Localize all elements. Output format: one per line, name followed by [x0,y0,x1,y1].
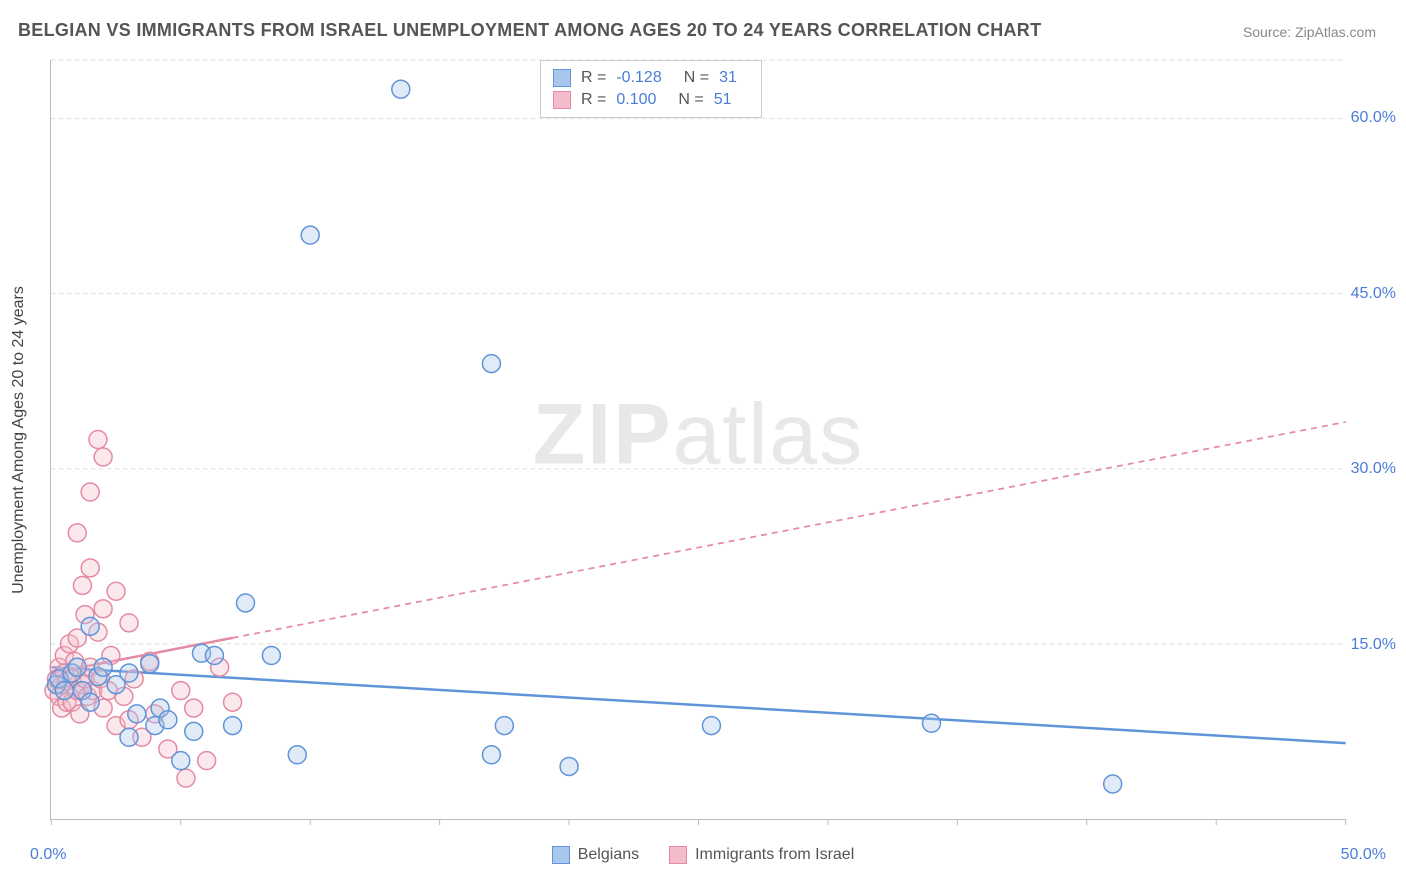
y-tick-label: 45.0% [1351,285,1396,303]
scatter-point [172,752,190,770]
r-value-0: -0.128 [616,69,661,87]
r-label: R = [581,69,606,87]
scatter-point [495,717,513,735]
y-tick-label: 15.0% [1351,636,1396,654]
n-label: N = [684,69,709,87]
legend-item: Immigrants from Israel [669,846,854,864]
legend-label-0: Belgians [578,846,639,864]
swatch-series-1 [553,91,571,109]
scatter-point [177,769,195,787]
scatter-point [301,226,319,244]
scatter-point [141,655,159,673]
scatter-point [128,705,146,723]
scatter-point [185,699,203,717]
scatter-point [224,693,242,711]
scatter-point [120,728,138,746]
scatter-point [68,658,86,676]
legend-row: R = -0.128 N = 31 [553,67,749,89]
series-legend: Belgians Immigrants from Israel [0,846,1406,864]
scatter-point [81,483,99,501]
scatter-point [482,746,500,764]
legend-label-1: Immigrants from Israel [695,846,854,864]
scatter-point [185,722,203,740]
scatter-point [89,431,107,449]
scatter-point [237,594,255,612]
scatter-point [55,682,73,700]
scatter-point [172,682,190,700]
scatter-point [120,664,138,682]
n-value-1: 51 [714,91,732,109]
scatter-point [205,647,223,665]
y-axis-label: Unemployment Among Ages 20 to 24 years [10,286,28,594]
swatch-series-1-bottom [669,846,687,864]
swatch-series-0-bottom [552,846,570,864]
scatter-point [94,658,112,676]
scatter-point [224,717,242,735]
n-label: N = [678,91,703,109]
y-tick-label: 30.0% [1351,460,1396,478]
scatter-point [392,80,410,98]
swatch-series-0 [553,69,571,87]
scatter-point [107,582,125,600]
scatter-point [1104,775,1122,793]
scatter-point [120,614,138,632]
scatter-point [482,355,500,373]
scatter-point [81,617,99,635]
x-tick-start: 0.0% [30,846,66,864]
chart-container: BELGIAN VS IMMIGRANTS FROM ISRAEL UNEMPL… [0,0,1406,892]
source-attribution: Source: ZipAtlas.com [1243,24,1376,40]
scatter-point [560,757,578,775]
scatter-point [262,647,280,665]
legend-item: Belgians [552,846,639,864]
n-value-0: 31 [719,69,737,87]
scatter-point [81,559,99,577]
plot-svg [51,60,1346,819]
scatter-point [81,693,99,711]
scatter-point [288,746,306,764]
scatter-point [73,576,91,594]
scatter-point [68,524,86,542]
correlation-legend: R = -0.128 N = 31 R = 0.100 N = 51 [540,60,762,118]
legend-row: R = 0.100 N = 51 [553,89,749,111]
scatter-point [702,717,720,735]
x-tick-end: 50.0% [1341,846,1386,864]
scatter-point [198,752,216,770]
plot-area: ZIPatlas 15.0%30.0%45.0%60.0% [50,60,1346,820]
y-tick-label: 60.0% [1351,109,1396,127]
r-label: R = [581,91,606,109]
scatter-point [159,711,177,729]
scatter-point [94,448,112,466]
scatter-point [94,600,112,618]
scatter-point [922,714,940,732]
chart-title: BELGIAN VS IMMIGRANTS FROM ISRAEL UNEMPL… [18,20,1041,41]
r-value-1: 0.100 [616,91,656,109]
